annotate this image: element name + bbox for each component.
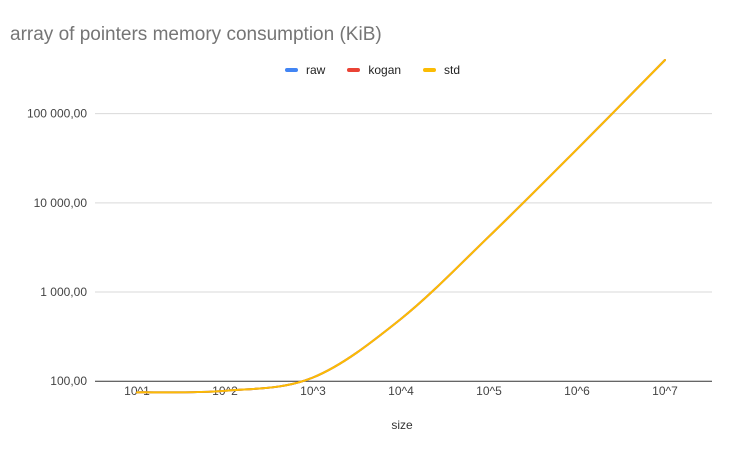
- x-tick-label: 10^7: [652, 384, 678, 398]
- x-tick-label: 10^6: [564, 384, 590, 398]
- y-tick-label: 100 000,00: [27, 107, 87, 121]
- legend: raw kogan std: [285, 62, 482, 78]
- x-tick-label: 10^1: [124, 384, 150, 398]
- legend-label-kogan: kogan: [368, 63, 402, 77]
- y-tick-label: 1 000,00: [40, 285, 87, 299]
- legend-swatch-raw: [285, 68, 298, 72]
- x-tick-label: 10^5: [476, 384, 502, 398]
- legend-item-raw[interactable]: raw: [285, 63, 325, 77]
- legend-swatch-kogan: [347, 68, 361, 72]
- series-line-kogan: [136, 59, 666, 394]
- series-line-raw: [136, 59, 666, 394]
- legend-label-raw: raw: [306, 63, 326, 77]
- y-tick-label: 100,00: [50, 374, 87, 388]
- legend-item-std[interactable]: std: [423, 63, 460, 77]
- legend-item-kogan[interactable]: kogan: [347, 63, 401, 77]
- y-tick-label: 10 000,00: [34, 196, 88, 210]
- x-axis-title: size: [391, 418, 413, 432]
- chart-title: array of pointers memory consumption (Ki…: [10, 24, 382, 45]
- legend-swatch-std: [423, 68, 437, 72]
- x-tick-label: 10^3: [300, 384, 326, 398]
- x-tick-label: 10^4: [388, 384, 414, 398]
- series-line-std: [136, 59, 666, 394]
- legend-label-std: std: [444, 63, 461, 77]
